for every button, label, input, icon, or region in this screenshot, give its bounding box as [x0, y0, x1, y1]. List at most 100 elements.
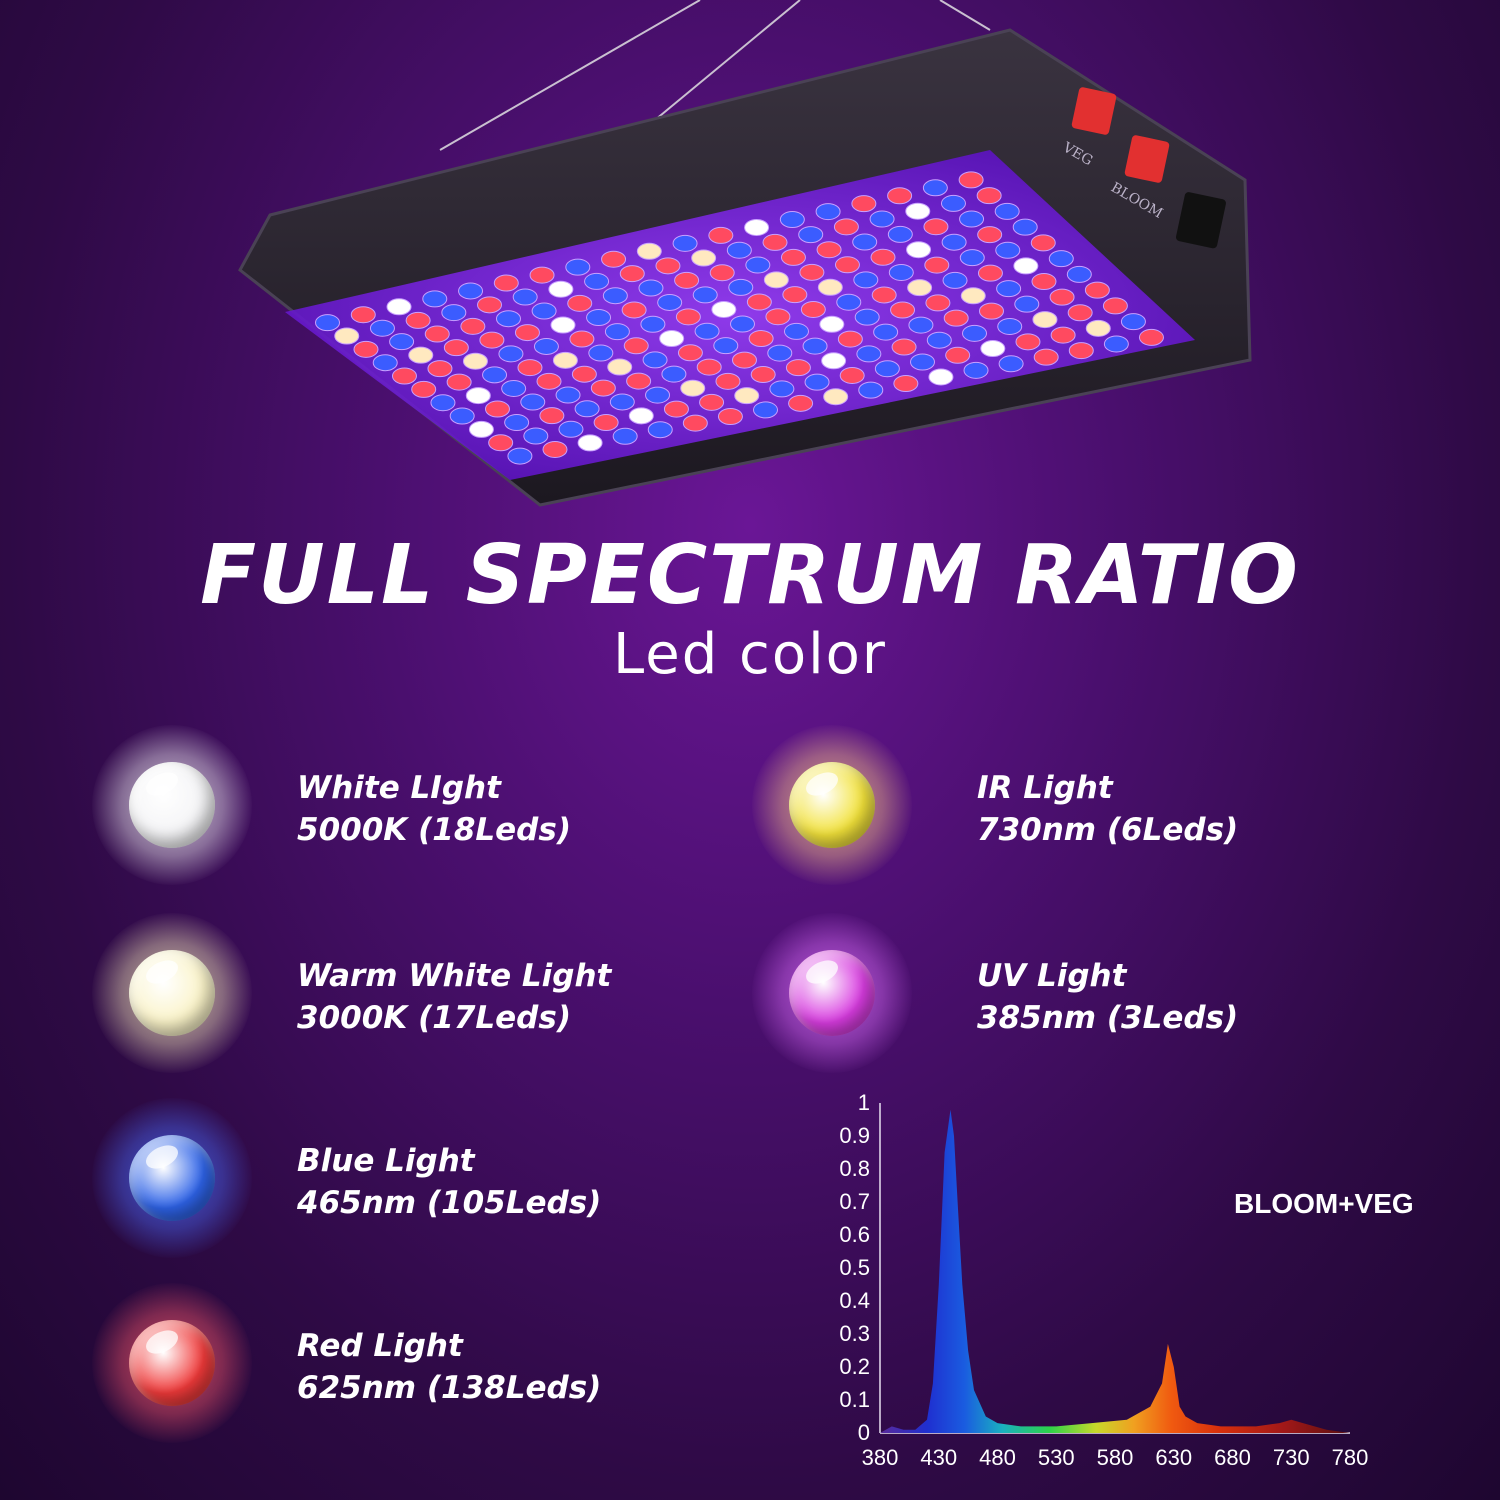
led-dot [711, 300, 737, 318]
led-dot [998, 355, 1024, 373]
led-dot [498, 345, 524, 363]
led-dot [588, 344, 614, 362]
led-dot [906, 241, 932, 259]
led-dot [353, 340, 379, 358]
led-dot [940, 194, 966, 212]
led-dot [977, 264, 1003, 282]
led-dot [1031, 273, 1057, 291]
led-dot [963, 361, 989, 379]
led-dot [798, 226, 824, 244]
led-dot [565, 258, 591, 276]
led-dot [517, 359, 543, 377]
led-dot [730, 315, 755, 333]
led-dot [799, 263, 825, 281]
led-dot [694, 322, 720, 340]
led-dot [833, 218, 859, 236]
led-dot [910, 353, 936, 371]
led-dot [997, 317, 1023, 335]
blue-led-icon [129, 1135, 215, 1221]
led-dot [408, 346, 434, 364]
led-dot [1049, 288, 1075, 306]
y-tick-label: 0.2 [839, 1354, 870, 1379]
led-dot [942, 271, 968, 289]
led-dot [1014, 295, 1040, 313]
led-item-uv: UV Light 385nm (3Leds) [752, 913, 1372, 1083]
led-dot [804, 373, 830, 391]
led-dot [928, 368, 954, 386]
led-dot [642, 351, 668, 369]
led-name: IR Light [977, 770, 1113, 806]
led-dot [675, 308, 701, 326]
warm-white-led-icon [129, 950, 215, 1036]
led-dot [446, 373, 472, 391]
led-dot [767, 344, 793, 362]
led-dot [663, 400, 689, 418]
led-dot [619, 265, 645, 283]
uv-led-icon [789, 950, 875, 1036]
led-dot [479, 331, 505, 349]
led-dot [815, 203, 841, 221]
led-dot [512, 288, 538, 306]
led-dot [731, 351, 757, 369]
led-dot [672, 234, 698, 252]
led-dot [1102, 297, 1128, 315]
led-spec: 730nm (6Leds) [977, 812, 1239, 848]
led-dot [748, 330, 774, 348]
x-tick-label: 580 [1097, 1445, 1134, 1470]
led-dot [854, 308, 880, 326]
hanging-wire-left [439, 0, 701, 151]
led-dot [468, 420, 494, 438]
led-dot [769, 380, 795, 398]
grow-light-panel: VEG BLOOM [238, 0, 1252, 507]
y-tick-label: 0.6 [839, 1222, 870, 1247]
led-item-warm-white: Warm White Light 3000K (17Leds) [92, 913, 712, 1083]
led-dot [552, 351, 578, 369]
chart-series-label: BLOOM+VEG [1234, 1188, 1414, 1219]
led-dot [870, 248, 896, 266]
x-tick-label: 730 [1273, 1445, 1310, 1470]
led-dot [745, 256, 771, 274]
led-dot [819, 315, 845, 333]
led-dot [539, 407, 565, 425]
led-dot [661, 365, 687, 383]
led-dot [978, 302, 1004, 320]
led-dot [980, 340, 1006, 358]
led-dot [817, 278, 843, 296]
led-dot [655, 257, 681, 275]
led-dot [834, 256, 860, 274]
led-dot [851, 195, 877, 213]
led-dot [996, 280, 1022, 298]
led-dot [441, 304, 467, 322]
led-dot [523, 427, 549, 445]
led-dot [427, 360, 453, 378]
led-dot [1012, 218, 1038, 236]
led-dot [504, 414, 530, 432]
led-item-ir: IR Light 730nm (6Leds) [752, 725, 1372, 895]
led-dot [691, 249, 717, 267]
led-dot [765, 308, 791, 326]
led-dot [628, 407, 654, 425]
led-dot [484, 400, 510, 418]
led-dot [677, 344, 703, 362]
led-dot [762, 233, 788, 251]
led-dot [715, 372, 741, 390]
led-dot [782, 286, 808, 304]
led-dot [858, 381, 884, 399]
led-dot [495, 310, 521, 328]
x-tick-label: 680 [1214, 1445, 1251, 1470]
led-dot [887, 225, 913, 243]
led-dot [458, 282, 484, 300]
led-dot [852, 233, 878, 251]
led-dot [389, 333, 415, 351]
led-dot [638, 279, 664, 297]
y-tick-label: 1 [858, 1090, 870, 1115]
led-dot [925, 294, 951, 312]
led-dot [482, 366, 508, 384]
led-dot [924, 256, 950, 274]
led-dot [593, 414, 619, 432]
led-dot [577, 434, 603, 452]
led-dot [501, 379, 527, 397]
led-dot [567, 294, 593, 312]
led-dot [531, 302, 557, 320]
led-dot [977, 226, 1003, 244]
